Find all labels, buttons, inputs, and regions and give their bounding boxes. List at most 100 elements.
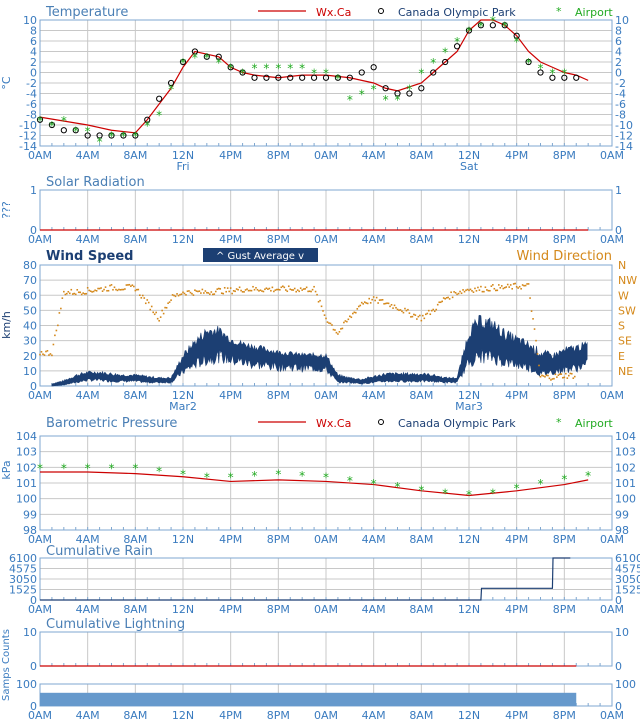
cop-point xyxy=(251,74,258,81)
wind-direction-point xyxy=(283,286,286,289)
wind-direction-point xyxy=(465,289,467,292)
wind-direction-point xyxy=(320,305,323,308)
lightning-title: Cumulative Lightning xyxy=(46,617,185,632)
x-tick-label: 12N xyxy=(172,709,194,720)
wind-direction-point xyxy=(298,290,300,293)
cop-point xyxy=(84,132,91,139)
y-tick-label: 10 xyxy=(23,365,37,378)
y-tick-label-right: 1525 xyxy=(615,584,640,597)
direction-tick-label: NW xyxy=(618,274,637,287)
wind-direction-point xyxy=(407,308,409,311)
wind-direction-point xyxy=(177,294,180,297)
cop-point xyxy=(513,32,520,39)
x-tick-label: 8AM xyxy=(123,149,147,162)
wind-direction-point xyxy=(52,343,55,346)
x-tick-label: 4AM xyxy=(362,389,386,402)
wind-direction-point xyxy=(489,289,491,292)
wind-direction-point xyxy=(484,286,487,289)
wind-direction-point xyxy=(79,291,82,294)
wind-direction-point xyxy=(240,289,242,292)
temperature-ylabel: °C xyxy=(0,76,13,90)
wind-direction-point xyxy=(387,302,390,305)
wind-direction-point xyxy=(350,316,353,319)
x-tick-label: 8PM xyxy=(553,709,576,720)
wind-direction-point xyxy=(322,310,324,312)
wind-direction-point xyxy=(346,320,348,323)
wind-direction-point xyxy=(274,289,277,291)
cop-point xyxy=(525,58,532,66)
wind-direction-point xyxy=(393,304,396,307)
wind-direction-point xyxy=(209,293,211,295)
x-tick-label: 12N xyxy=(172,603,194,616)
wind-direction-point xyxy=(214,290,217,293)
wind-direction-point xyxy=(383,303,385,305)
wind-direction-point xyxy=(352,312,354,315)
cop-point xyxy=(108,132,115,139)
x-tick-label: 8PM xyxy=(267,233,290,246)
wind-direction-point xyxy=(530,310,533,312)
wind-direction-point xyxy=(554,373,557,376)
x-tick-label: 8PM xyxy=(553,149,576,162)
y-tick-label: 10 xyxy=(23,626,37,639)
wind-direction-point xyxy=(122,288,125,291)
wind-direction-point xyxy=(523,284,525,287)
y-tick-label: 1 xyxy=(30,184,37,197)
wind-direction-point xyxy=(517,287,519,289)
wind-direction-point xyxy=(526,283,528,285)
wind-direction-point xyxy=(480,285,482,288)
wind-direction-point xyxy=(308,290,311,293)
wind-direction-point xyxy=(165,306,168,309)
x-tick-label: 0AM xyxy=(314,389,338,402)
wind-direction-point xyxy=(110,284,113,286)
wind-direction-point xyxy=(206,291,208,294)
legend-cop-label: Canada Olympic Park xyxy=(398,417,516,430)
x-tick-label: 4PM xyxy=(505,603,528,616)
wind-direction-point xyxy=(389,305,391,308)
wind-direction-point xyxy=(551,378,554,380)
wind-direction-point xyxy=(76,289,79,291)
wind-direction-point xyxy=(77,291,80,294)
x-tick-label: 4PM xyxy=(219,603,242,616)
y-tick-label-right: 6 xyxy=(615,35,622,48)
wind-direction-point xyxy=(249,289,251,292)
wind-direction-point xyxy=(493,287,496,290)
wind-direction-point xyxy=(121,288,123,291)
airport-point: * xyxy=(37,461,43,475)
wind-direction-point xyxy=(131,284,134,286)
wind-direction-point xyxy=(203,292,205,294)
wind-direction-point xyxy=(295,290,298,293)
wind-direction-point xyxy=(88,289,90,292)
wind-direction-point xyxy=(48,354,50,356)
wind-direction-point xyxy=(572,377,575,379)
y-tick-label-right: 0 xyxy=(615,700,622,713)
x-tick-label: 12N xyxy=(172,233,194,246)
wind-direction-point xyxy=(500,285,503,287)
wind-direction-point xyxy=(560,373,563,375)
x-tick-label: 4PM xyxy=(505,709,528,720)
airport-point: * xyxy=(132,130,138,144)
wind-direction-point xyxy=(316,293,318,296)
direction-tick-label: SE xyxy=(618,335,632,348)
rain-title: Cumulative Rain xyxy=(46,544,153,559)
wind-direction-point xyxy=(197,290,199,293)
wind-direction-point xyxy=(194,289,196,292)
x-tick-label: 4PM xyxy=(505,149,528,162)
y-tick-label-right: 101 xyxy=(615,477,636,490)
cop-point xyxy=(573,74,580,81)
x-tick-label: 0AM xyxy=(28,709,52,720)
airport-point: * xyxy=(335,72,341,86)
wind-direction-point xyxy=(444,297,446,300)
wind-direction-point xyxy=(545,374,548,377)
wind-direction-point xyxy=(109,284,111,287)
airport-point: * xyxy=(252,469,258,483)
x-tick-label: 4AM xyxy=(76,149,100,162)
wind-direction-point xyxy=(189,291,192,294)
y-tick-label-right: -14 xyxy=(615,140,633,153)
wind-direction-point xyxy=(112,288,114,291)
wind-direction-point xyxy=(404,307,406,310)
wind-direction-point xyxy=(445,297,448,299)
wind-direction-point xyxy=(262,290,265,293)
wind-direction-point xyxy=(247,289,250,292)
